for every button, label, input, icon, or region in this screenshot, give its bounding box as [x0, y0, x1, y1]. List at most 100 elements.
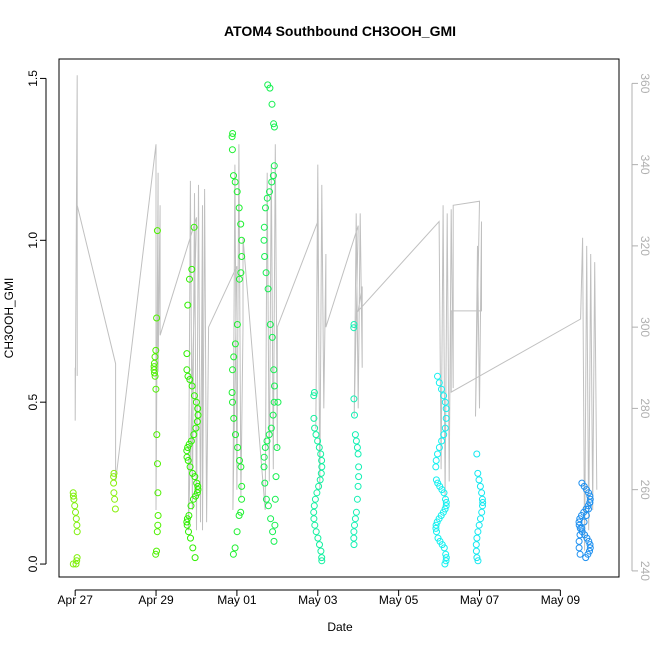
- data-point: [184, 301, 192, 309]
- data-point: [183, 350, 191, 358]
- data-point: [474, 528, 482, 536]
- data-point: [312, 431, 320, 439]
- data-point: [229, 550, 237, 558]
- x-tick-label: Apr 29: [138, 593, 174, 607]
- data-point: [311, 521, 319, 529]
- data-point: [441, 424, 449, 432]
- data-point: [310, 389, 318, 396]
- y-tick-label: 1.5: [26, 70, 40, 87]
- data-point: [438, 437, 446, 445]
- data-point: [264, 502, 272, 510]
- data-point: [352, 508, 360, 516]
- data-point: [185, 528, 192, 536]
- data-point: [316, 476, 324, 484]
- data-point: [477, 515, 484, 523]
- data-point: [229, 130, 237, 137]
- data-point: [154, 460, 161, 468]
- data-point: [194, 411, 202, 419]
- data-point: [318, 457, 326, 464]
- data-point: [110, 479, 118, 487]
- data-point: [355, 473, 363, 481]
- data-point: [262, 204, 269, 212]
- data-point: [272, 473, 280, 481]
- data-point: [152, 550, 160, 558]
- data-point: [432, 476, 440, 484]
- y2-tick-label: 340: [638, 155, 650, 175]
- data-point: [582, 512, 590, 519]
- data-point: [316, 541, 323, 549]
- data-point: [473, 554, 481, 562]
- data-point: [228, 389, 236, 396]
- data-point: [183, 453, 191, 461]
- data-point: [269, 411, 277, 419]
- data-point: [260, 223, 268, 231]
- data-point: [314, 534, 322, 542]
- data-point: [432, 457, 440, 464]
- data-point: [73, 554, 81, 562]
- data-point: [193, 479, 201, 487]
- data-point: [270, 120, 278, 128]
- data-point: [231, 544, 239, 552]
- data-point: [350, 541, 358, 549]
- data-point: [575, 537, 583, 545]
- secondary-series-layer: [74, 75, 598, 551]
- data-point: [233, 528, 241, 536]
- data-point: [268, 100, 276, 108]
- plot-frame: [58, 58, 620, 578]
- data-point: [441, 560, 449, 568]
- data-point: [578, 479, 586, 487]
- data-point: [260, 236, 268, 244]
- data-point: [271, 495, 279, 503]
- data-point: [262, 269, 270, 277]
- data-point: [312, 528, 320, 536]
- x-tick-label: May 07: [460, 593, 500, 607]
- data-point: [442, 495, 449, 503]
- x-tick-label: May 03: [298, 593, 338, 607]
- y2-tick-label: 300: [638, 317, 650, 337]
- data-point: [154, 512, 162, 519]
- data-point: [473, 450, 481, 458]
- data-point: [441, 505, 449, 513]
- data-point: [317, 469, 325, 477]
- data-point: [317, 547, 325, 555]
- data-point: [265, 431, 273, 439]
- data-point: [576, 531, 584, 539]
- data-point: [440, 392, 448, 400]
- data-point: [472, 541, 480, 549]
- data-point: [235, 275, 243, 283]
- data-point: [475, 521, 483, 529]
- y2-tick-label: 260: [638, 480, 650, 500]
- data-point: [442, 502, 450, 510]
- data-point: [355, 463, 363, 471]
- data-point: [268, 178, 276, 186]
- data-point: [230, 353, 238, 361]
- data-point: [69, 560, 77, 568]
- y2-tick-label: 240: [638, 561, 650, 581]
- data-point: [72, 560, 80, 568]
- data-point: [154, 521, 162, 529]
- data-point: [238, 482, 246, 490]
- data-point: [233, 188, 241, 196]
- data-point: [435, 379, 443, 387]
- data-point: [434, 372, 441, 380]
- data-point: [151, 372, 159, 380]
- data-point: [350, 324, 358, 332]
- y-tick-label: 0.5: [26, 394, 40, 411]
- data-point: [439, 508, 447, 516]
- data-point: [586, 495, 594, 503]
- data-point: [183, 521, 191, 529]
- data-point: [190, 392, 198, 400]
- data-point: [110, 469, 118, 477]
- data-point: [264, 81, 272, 89]
- data-point: [478, 508, 486, 516]
- data-point: [190, 223, 198, 231]
- data-point: [575, 518, 583, 526]
- data-point: [153, 227, 161, 235]
- data-point: [73, 528, 81, 536]
- data-point: [232, 431, 239, 439]
- data-point: [267, 515, 275, 523]
- data-point: [152, 346, 160, 354]
- data-point: [586, 541, 594, 549]
- data-point: [270, 366, 278, 374]
